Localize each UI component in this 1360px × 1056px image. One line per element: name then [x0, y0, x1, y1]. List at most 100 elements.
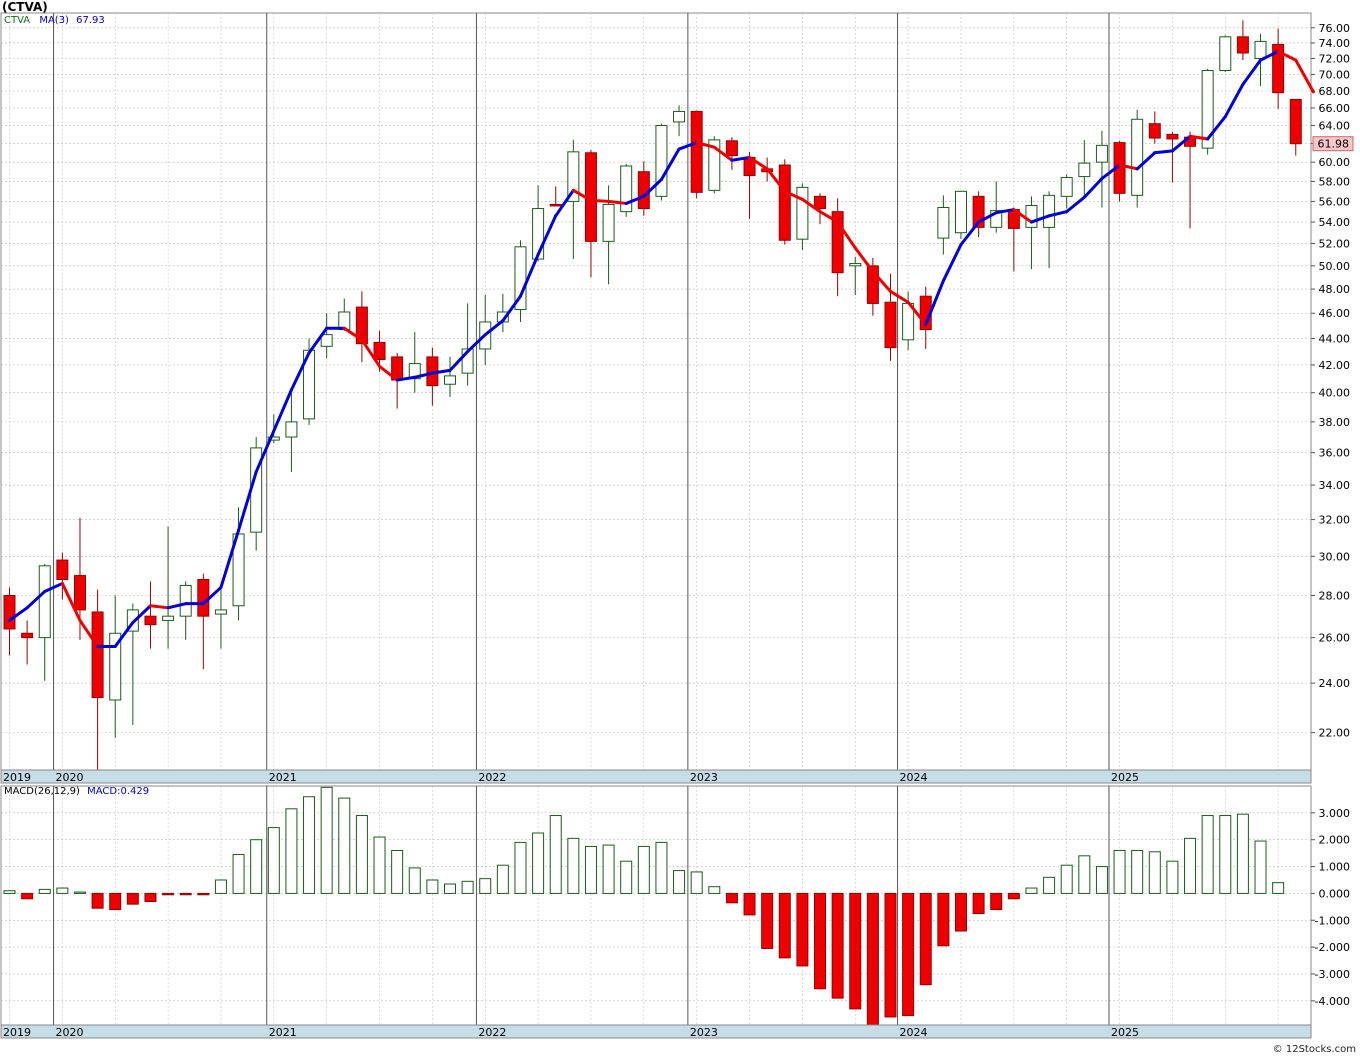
ma-line-segment: [43, 581, 64, 593]
candle-body: [655, 124, 668, 197]
ma-line-segment: [501, 294, 522, 323]
macd-bar: [849, 892, 862, 1010]
ma-line-segment: [695, 141, 716, 149]
candle-body: [866, 265, 879, 304]
macd-plot-area: [0, 785, 1312, 1026]
macd-bar: [461, 880, 474, 894]
price-tick-label: 30.00: [1319, 550, 1351, 563]
ma-line-segment: [254, 429, 276, 474]
macd-bar: [496, 864, 509, 894]
year-label: 2024: [900, 771, 928, 784]
candle-body: [708, 139, 721, 191]
macd-value: MACD:0.429: [87, 786, 150, 797]
price-tick-label: 76.00: [1319, 22, 1351, 35]
macd-bar: [778, 892, 791, 959]
price-tick-label: 44.00: [1319, 333, 1351, 346]
ma-line-segment: [518, 253, 540, 298]
macd-bar: [21, 892, 34, 900]
price-legend: CTVA MA(3) 67.93: [4, 15, 105, 26]
price-tick-label: 24.00: [1319, 677, 1351, 690]
ma-line-segment: [571, 188, 593, 202]
macd-bar: [954, 892, 967, 932]
macd-bar: [320, 786, 333, 894]
candle-body: [1166, 133, 1179, 140]
ma-line-segment: [413, 371, 434, 379]
macd-bar: [426, 879, 439, 894]
last-price-box: [1312, 136, 1354, 152]
macd-bar: [814, 892, 827, 990]
macd-bar: [214, 879, 227, 894]
price-tick-label: 40.00: [1319, 387, 1351, 400]
macd-bar: [1113, 849, 1126, 894]
candle-body: [972, 195, 985, 228]
macd-bar: [1148, 851, 1161, 894]
ma-line-segment: [148, 604, 170, 610]
ma-line-segment: [659, 147, 681, 181]
candle-body: [1236, 36, 1249, 54]
macd-bar: [532, 832, 545, 894]
macd-bar: [514, 841, 527, 894]
year-band: [0, 769, 1312, 784]
candle-body: [214, 609, 227, 615]
ma-line-segment: [589, 198, 611, 203]
price-tick-label: 58.00: [1319, 175, 1351, 188]
candle-body: [1043, 194, 1056, 228]
ma-line-segment: [554, 188, 575, 218]
ma-line-segment: [430, 368, 452, 375]
candle-body: [831, 211, 844, 274]
candle-body: [937, 207, 950, 239]
ma-line-segment: [378, 364, 399, 382]
price-tick-label: 70.00: [1319, 69, 1351, 82]
ma-line-segment: [237, 470, 258, 532]
macd-bar: [761, 892, 774, 949]
macd-tick-label: 0.000: [1319, 887, 1351, 900]
price-tick-label: 54.00: [1319, 216, 1351, 229]
macd-bar: [1025, 887, 1038, 894]
candle-body: [725, 140, 738, 157]
year-label: 2020: [56, 1026, 84, 1039]
macd-bar: [285, 808, 298, 894]
ma-line-segment: [289, 351, 311, 392]
candle-body: [796, 186, 809, 240]
macd-bar: [972, 892, 985, 915]
candle-body: [355, 306, 368, 345]
candle-body: [1095, 144, 1108, 163]
ma-line-segment: [1012, 208, 1033, 224]
candle-body: [1025, 204, 1038, 228]
candle-body: [38, 565, 51, 639]
candle-body: [1148, 123, 1161, 139]
candle-body: [990, 210, 1003, 228]
macd-bar: [584, 845, 597, 894]
year-band: [0, 1024, 1312, 1039]
ma-line-segment: [783, 189, 804, 201]
candle-body: [320, 334, 333, 347]
macd-bar: [1272, 882, 1285, 894]
macd-bar: [884, 892, 897, 1018]
macd-bar: [866, 892, 879, 1026]
price-tick-label: 22.00: [1319, 727, 1351, 740]
ma-line-segment: [642, 177, 663, 198]
macd-tick-label: -2.000: [1315, 941, 1350, 954]
ma-line-segment: [272, 388, 293, 433]
price-tick-label: 56.00: [1319, 195, 1351, 208]
ma-line-segment: [1153, 149, 1174, 155]
ma-line-segment: [818, 210, 840, 224]
macd-bar: [673, 870, 686, 894]
macd-bar: [1078, 855, 1091, 894]
ma-line-segment: [607, 199, 628, 205]
macd-tick-label: -4.000: [1315, 995, 1350, 1008]
ma-line-segment: [8, 606, 29, 622]
price-tick-label: 42.00: [1319, 359, 1351, 372]
candle-body: [21, 632, 34, 639]
year-label: 2021: [269, 771, 297, 784]
ma-line-segment: [60, 581, 82, 622]
candle-body: [179, 584, 192, 617]
price-tick-label: 60.00: [1319, 156, 1351, 169]
ma-line-segment: [1223, 82, 1245, 119]
macd-bar: [831, 892, 844, 999]
ma-line-segment: [906, 300, 928, 326]
macd-bar: [1095, 866, 1108, 894]
candle-body: [1131, 118, 1144, 196]
candle-body: [162, 615, 175, 621]
ma-line-segment: [1065, 195, 1086, 214]
